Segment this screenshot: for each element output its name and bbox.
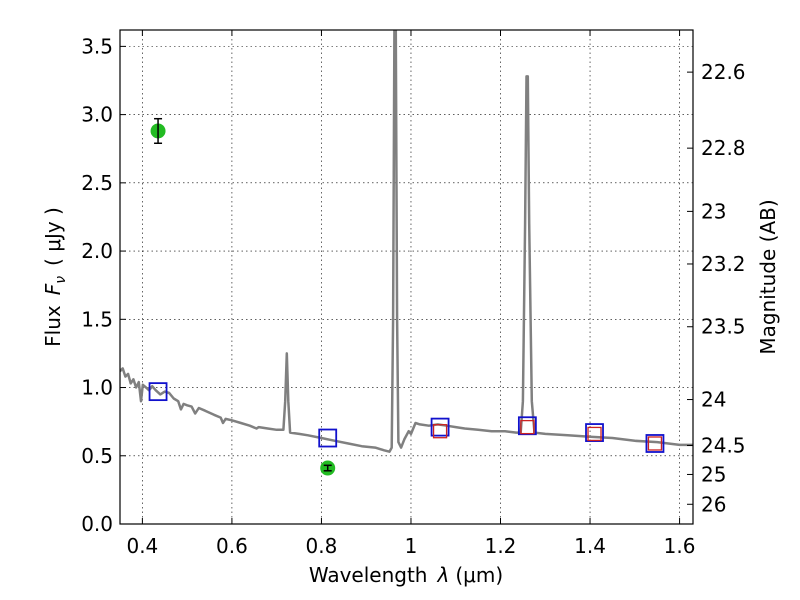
y2-tick-label: 24	[701, 388, 726, 412]
y-tick-label: 2.0	[81, 239, 113, 263]
model-photometry-square	[645, 434, 665, 453]
y-tick-label: 3.0	[81, 103, 113, 127]
observed-photometry-square	[520, 419, 535, 435]
observed-photometry-square	[432, 424, 448, 439]
y2-axis-label: Magnitude (AB)	[756, 199, 780, 354]
y-tick-label: 0.0	[81, 512, 113, 536]
model-photometry-square	[148, 382, 168, 402]
plot-marks	[120, 30, 693, 476]
y2-tick-label: 26	[701, 492, 726, 516]
x-tick-label: 1.6	[664, 534, 696, 558]
y2-tick-label: 22.8	[701, 136, 746, 160]
plot-frame	[119, 29, 694, 525]
y-tick-label: 1.5	[81, 307, 113, 331]
y2-tick-label: 23	[701, 199, 726, 223]
grid-lines	[120, 30, 693, 525]
y-tick-label: 0.5	[81, 444, 113, 468]
y-axis-label: FluxFν( μJy )	[41, 207, 69, 347]
x-tick-label: 0.4	[126, 534, 158, 558]
y-tick-label: 3.5	[81, 34, 113, 58]
x-tick-label: 1.4	[574, 534, 606, 558]
y-tick-label: 2.5	[81, 171, 113, 195]
axis-ticks: 0.4 0.6 0.8 1 1.2 1.4 1.6 0.0 0.5 1.0 1.5 2.0 2.5 3.0…	[81, 30, 746, 558]
y2-tick-label: 22.6	[701, 60, 746, 84]
x-tick-label: 1	[405, 534, 418, 558]
y2-tick-label: 23.2	[701, 252, 746, 276]
y2-tick-label: 24.5	[701, 433, 746, 457]
observed-photometry-square	[587, 426, 602, 442]
y2-tick-label: 25	[701, 462, 726, 486]
model-photometry-square	[430, 417, 450, 437]
spectrum-line	[120, 30, 693, 453]
y2-tick-label: 23.5	[701, 315, 746, 339]
model-photometry-square	[318, 428, 338, 448]
observed-photometry-square	[647, 436, 663, 451]
x-tick-label: 1.2	[485, 534, 517, 558]
x-axis-label: Wavelength λ (μm)	[309, 563, 503, 587]
x-tick-label: 0.8	[306, 534, 338, 558]
x-tick-label: 0.6	[216, 534, 248, 558]
y-tick-label: 1.0	[81, 376, 113, 400]
